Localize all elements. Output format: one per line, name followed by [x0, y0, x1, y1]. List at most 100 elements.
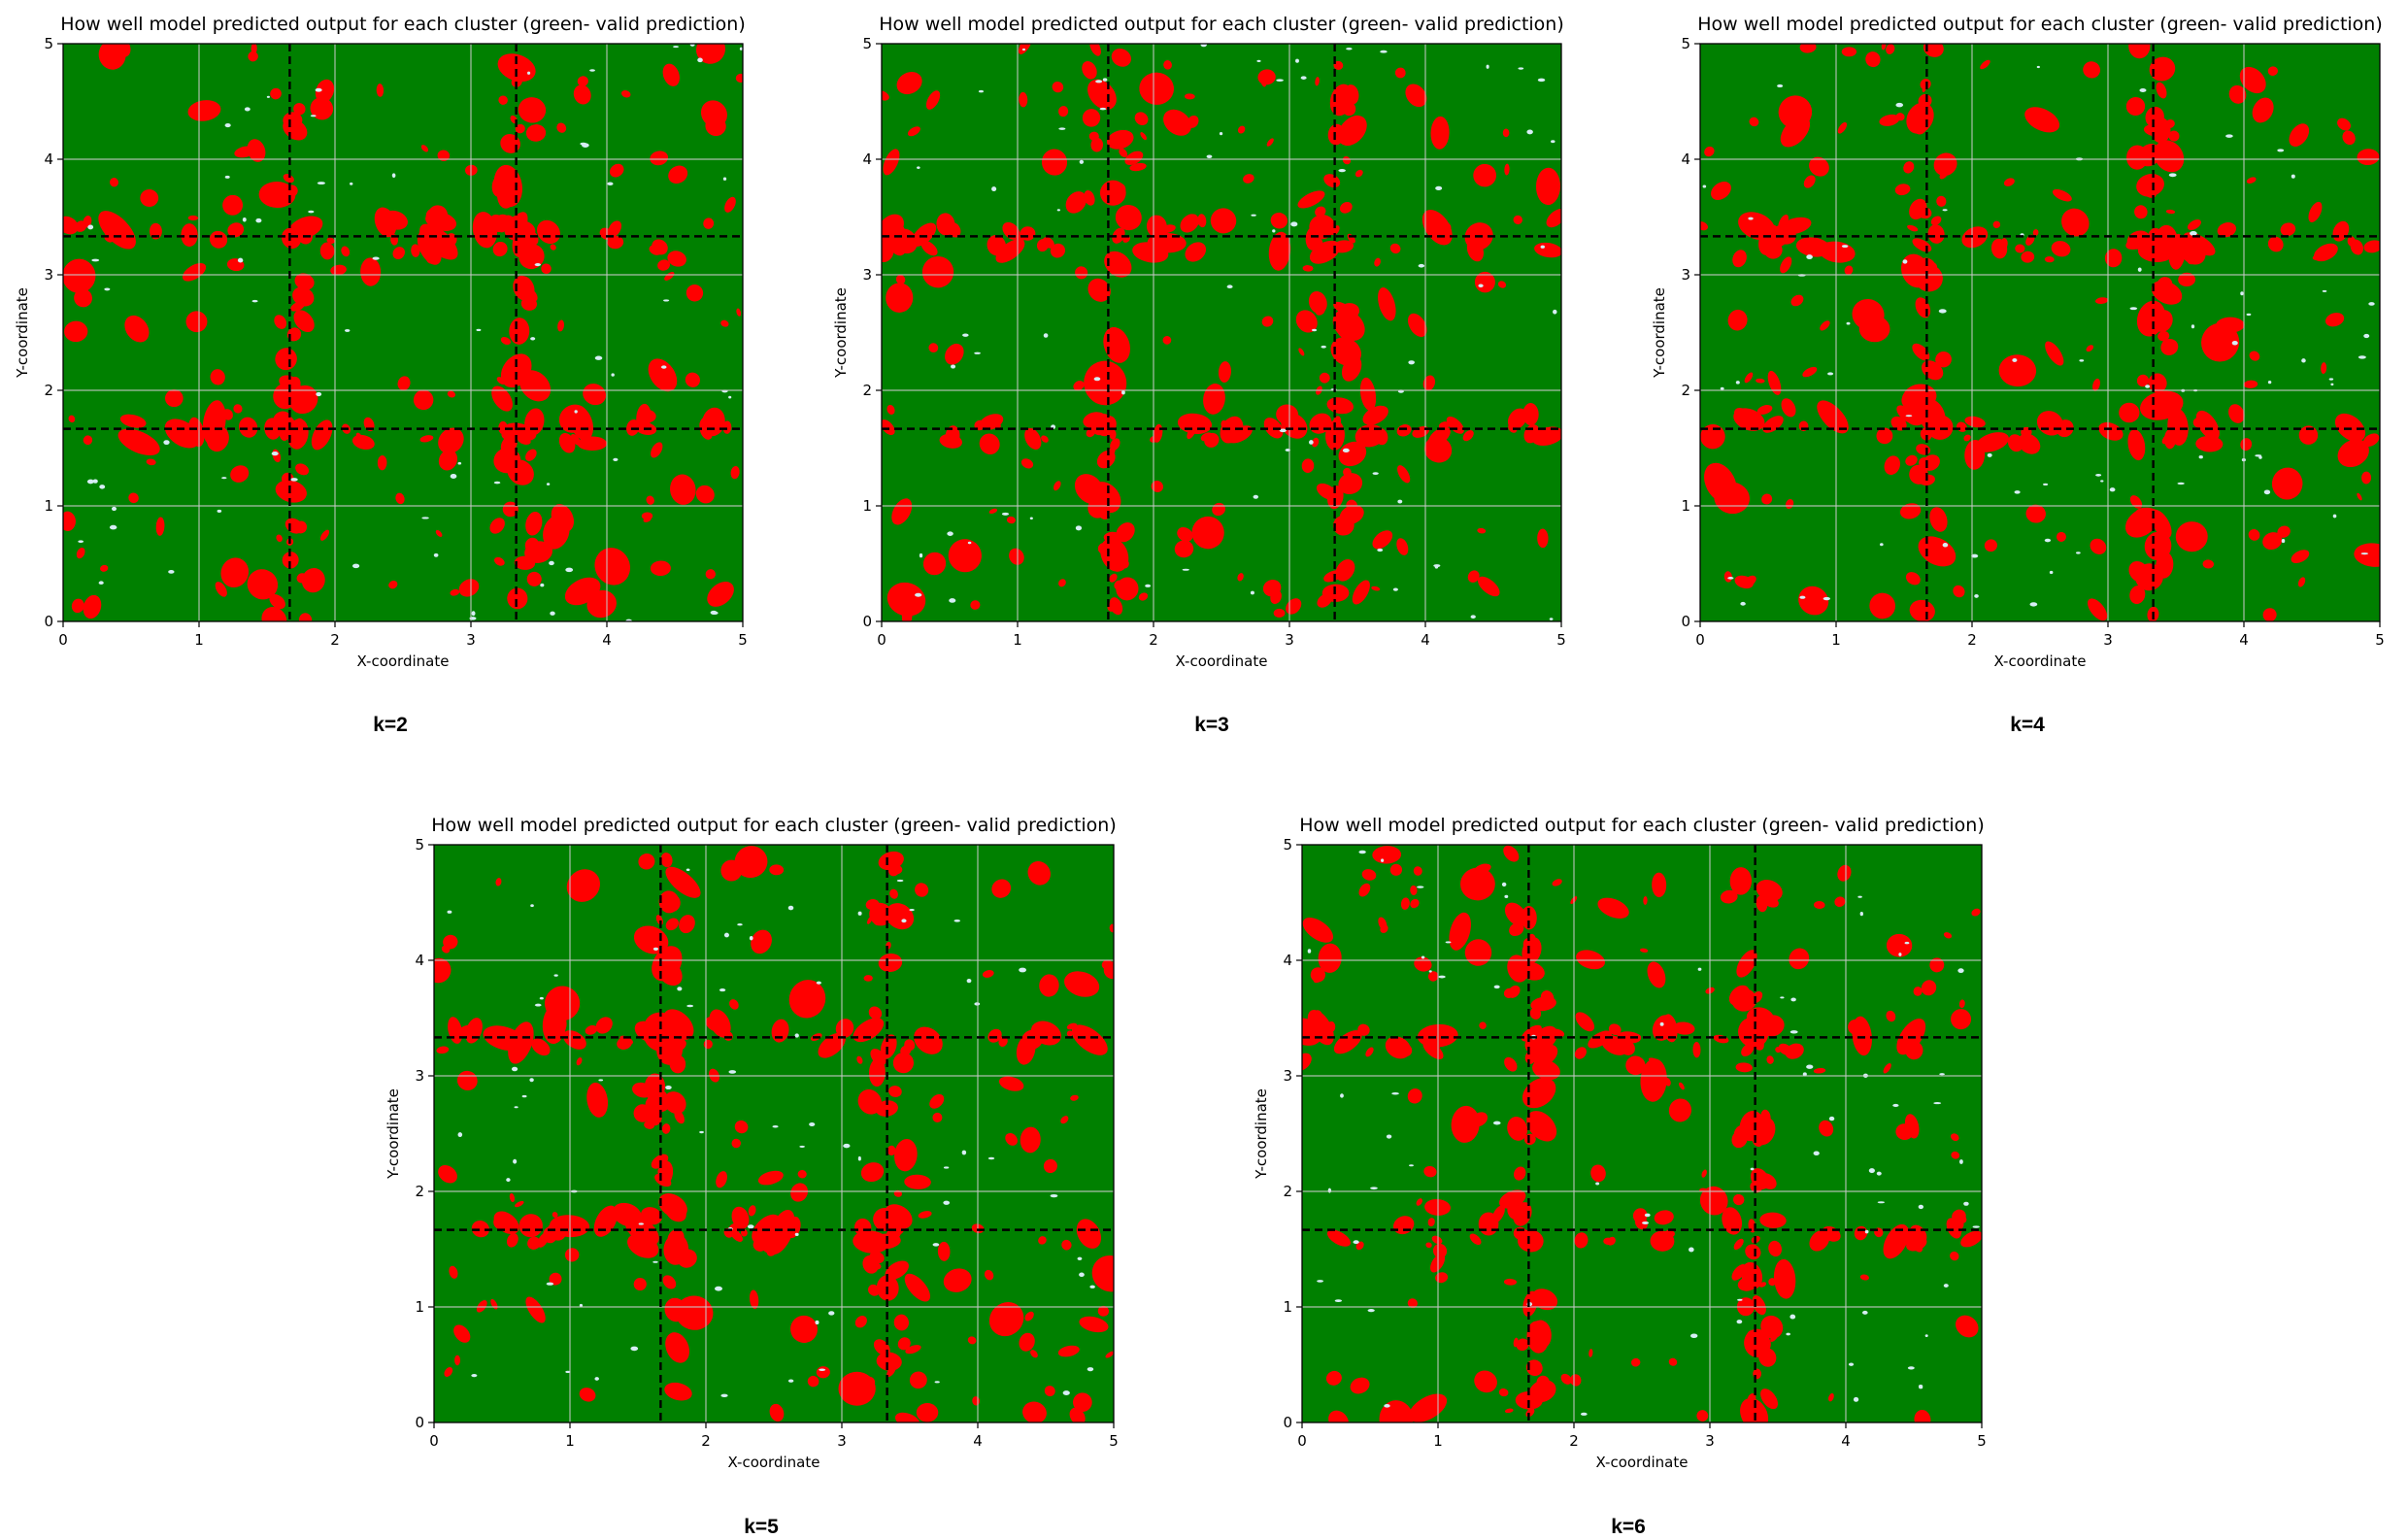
y-tick-label: 3	[415, 1067, 424, 1085]
unknown-speck	[2360, 552, 2369, 555]
unknown-speck	[613, 457, 619, 461]
unknown-speck	[1877, 1201, 1886, 1204]
invalid-prediction-blob	[1086, 427, 1096, 438]
invalid-prediction-blob	[1929, 957, 1945, 973]
invalid-prediction-blob	[239, 417, 258, 438]
invalid-prediction-blob	[882, 90, 889, 101]
invalid-prediction-blob	[1041, 435, 1049, 443]
heatmap-plot: How well model predicted output for each…	[14, 14, 748, 670]
invalid-prediction-blob	[2165, 209, 2176, 215]
y-tick-label: 4	[1681, 151, 1690, 168]
invalid-prediction-blob	[444, 1366, 453, 1377]
unknown-speck	[2267, 380, 2272, 385]
invalid-prediction-blob	[2126, 145, 2149, 170]
invalid-prediction-blob	[1147, 232, 1187, 253]
invalid-prediction-blob	[1109, 923, 1114, 933]
invalid-prediction-blob	[341, 246, 351, 257]
invalid-prediction-blob	[1514, 1166, 1526, 1181]
invalid-prediction-blob	[579, 1388, 596, 1402]
x-tick-label: 5	[738, 631, 748, 649]
invalid-prediction-blob	[633, 1278, 647, 1291]
x-tick-label: 3	[837, 1432, 847, 1450]
invalid-prediction-blob	[1589, 1349, 1593, 1357]
unknown-speck	[2036, 65, 2040, 69]
invalid-prediction-blob	[2240, 438, 2253, 452]
invalid-prediction-blob	[943, 1268, 972, 1292]
invalid-prediction-blob	[1956, 1315, 1979, 1338]
invalid-prediction-blob	[652, 239, 668, 255]
invalid-prediction-blob	[1936, 195, 1947, 207]
unknown-speck	[1029, 517, 1033, 520]
invalid-prediction-blob	[566, 869, 600, 902]
invalid-prediction-blob	[863, 975, 873, 982]
invalid-prediction-blob	[1531, 426, 1561, 447]
invalid-prediction-blob	[1520, 961, 1545, 981]
invalid-prediction-blob	[1961, 226, 1989, 249]
unknown-speck	[1417, 886, 1424, 888]
unknown-speck	[737, 923, 743, 926]
invalid-prediction-blob	[1477, 527, 1487, 534]
invalid-prediction-blob	[1218, 361, 1231, 383]
unknown-speck	[1902, 259, 1908, 264]
unknown-speck	[1828, 1116, 1835, 1121]
invalid-prediction-blob	[748, 1205, 756, 1217]
invalid-prediction-blob	[1060, 1116, 1069, 1124]
invalid-prediction-blob	[520, 296, 537, 311]
invalid-prediction-blob	[1407, 1088, 1422, 1104]
axes-frame	[62, 43, 744, 622]
invalid-prediction-blob	[595, 1017, 613, 1034]
invalid-prediction-blob	[1809, 1230, 1830, 1252]
invalid-prediction-blob	[1574, 1232, 1589, 1249]
unknown-speck	[1892, 1103, 1899, 1107]
invalid-prediction-blob	[915, 883, 929, 897]
unknown-speck	[943, 1200, 951, 1205]
unknown-speck	[2198, 455, 2203, 459]
y-tick-label: 1	[1681, 497, 1690, 515]
invalid-prediction-blob	[1588, 1030, 1612, 1049]
invalid-prediction-blob	[1362, 405, 1388, 425]
unknown-speck	[1848, 1362, 1855, 1366]
unknown-speck	[1346, 48, 1353, 50]
invalid-prediction-blob	[1503, 1278, 1518, 1286]
invalid-prediction-blob	[1876, 427, 1893, 445]
unknown-speck	[255, 217, 262, 223]
invalid-prediction-blob	[1339, 201, 1353, 214]
invalid-prediction-blob	[247, 139, 266, 162]
chart-title: How well model predicted output for each…	[1697, 14, 2383, 35]
unknown-speck	[2079, 359, 2085, 362]
invalid-prediction-blob	[1413, 866, 1422, 876]
invalid-prediction-blob	[1451, 1105, 1480, 1143]
invalid-prediction-blob	[293, 310, 315, 333]
unknown-speck	[962, 333, 969, 337]
invalid-prediction-blob	[185, 311, 208, 333]
invalid-prediction-blob	[937, 1241, 951, 1261]
invalid-prediction-blob	[1355, 1241, 1364, 1251]
invalid-prediction-blob	[1268, 231, 1291, 271]
unknown-speck	[574, 410, 578, 414]
invalid-prediction-blob	[187, 100, 221, 121]
invalid-prediction-blob	[295, 463, 310, 476]
x-tick-label: 3	[466, 631, 476, 649]
unknown-speck	[843, 1143, 851, 1149]
invalid-prediction-blob	[202, 400, 226, 446]
invalid-prediction-blob	[734, 1120, 749, 1134]
unknown-speck	[315, 87, 322, 92]
invalid-prediction-blob	[528, 231, 539, 246]
unknown-speck	[739, 47, 743, 50]
y-tick-label: 0	[1681, 613, 1690, 630]
y-tick-label: 4	[1283, 952, 1292, 969]
invalid-prediction-blob	[1020, 458, 1034, 469]
unknown-speck	[546, 483, 551, 485]
unknown-speck	[2190, 231, 2197, 236]
invalid-prediction-blob	[1328, 1410, 1349, 1422]
unknown-speck	[630, 1346, 639, 1352]
cluster-caption: k=5	[744, 1516, 779, 1538]
x-tick-label: 2	[1149, 631, 1158, 649]
invalid-prediction-blob	[1608, 1023, 1622, 1036]
invalid-prediction-blob	[2262, 608, 2277, 621]
invalid-prediction-blob	[284, 184, 298, 198]
cluster-caption: k=3	[1194, 714, 1229, 736]
invalid-prediction-blob	[2090, 538, 2107, 554]
unknown-speck	[728, 1070, 737, 1074]
invalid-prediction-blob	[1899, 503, 1922, 519]
